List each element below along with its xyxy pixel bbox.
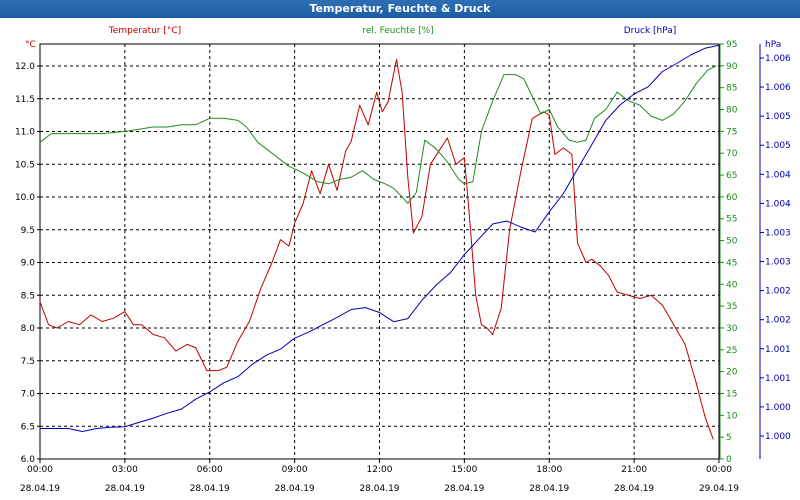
humidity-tick-label: 0	[726, 455, 732, 465]
temperature-tick-label: 9.0	[21, 259, 36, 269]
temperature-series-line	[39, 59, 714, 440]
humidity-tick-label: 35	[726, 302, 737, 312]
pressure-tick-label: 1.003	[765, 258, 791, 268]
temperature-tick-label: 7.0	[21, 390, 36, 400]
x-tick-label-time: 09:00	[282, 465, 308, 475]
humidity-tick-label: 75	[726, 127, 737, 137]
humidity-tick-label: 40	[726, 280, 738, 290]
pressure-tick-label: 1.004	[765, 199, 791, 209]
pressure-tick-label: 1.004	[765, 170, 791, 180]
x-tick-label-date: 28.04.19	[359, 484, 399, 494]
humidity-tick-label: 15	[726, 389, 737, 399]
humidity-tick-label: 95	[726, 40, 737, 50]
humidity-tick-label: 90	[726, 62, 738, 72]
pressure-tick-label: 1.000	[765, 432, 791, 442]
temperature-tick-label: 11.5	[15, 95, 35, 105]
pressure-tick-label: 1.001	[765, 374, 791, 384]
temperature-tick-label: 9.5	[21, 226, 35, 236]
humidity-tick-label: 30	[726, 324, 738, 334]
temperature-tick-label: 12.0	[15, 62, 35, 72]
humidity-tick-label: 45	[726, 258, 737, 268]
pressure-tick-label: 1.006	[765, 83, 791, 93]
pressure-tick-label: 1.003	[765, 228, 791, 238]
temperature-axis-title: Temperatur [°C]	[108, 26, 181, 36]
temperature-tick-label: 7.5	[21, 357, 35, 367]
temperature-tick-label: 6.5	[21, 422, 35, 432]
pressure-tick-label: 1.005	[765, 112, 791, 122]
x-tick-label-date: 28.04.19	[275, 484, 315, 494]
x-tick-label-time: 18:00	[536, 465, 562, 475]
chart-plot: 00:00 28.04.19 03:00 28.04.19 06:00 28.04.19 0…	[15, 26, 791, 494]
pressure-axis-title: Druck [hPa]	[624, 26, 677, 36]
x-tick-label-date: 28.04.19	[614, 484, 654, 494]
x-tick-label-date: 28.04.19	[20, 484, 60, 494]
x-tick-label-time: 12:00	[367, 465, 393, 475]
x-tick-label-time: 00:00	[27, 465, 53, 475]
temperature-unit-label: °C	[25, 40, 36, 50]
temperature-tick-label: 10.0	[15, 193, 35, 203]
humidity-tick-label: 5	[726, 433, 732, 443]
humidity-tick-label: 55	[726, 215, 737, 225]
temperature-tick-label: 10.5	[15, 160, 35, 170]
humidity-tick-label: 65	[726, 171, 737, 181]
pressure-tick-label: 1.001	[765, 345, 791, 355]
humidity-tick-label: 60	[726, 193, 738, 203]
humidity-tick-label: 80	[726, 106, 738, 116]
x-tick-label-time: 00:00	[706, 465, 732, 475]
x-tick-label-time: 15:00	[451, 465, 477, 475]
pressure-unit-label: hPa	[765, 40, 781, 50]
humidity-tick-label: 20	[726, 368, 738, 378]
x-tick-label-date: 28.04.19	[190, 484, 230, 494]
temperature-tick-label: 8.5	[21, 291, 35, 301]
x-tick-label-date: 28.04.19	[444, 484, 484, 494]
pressure-tick-label: 1.002	[765, 287, 791, 297]
pressure-tick-label: 1.000	[765, 403, 791, 413]
pressure-series-line	[40, 44, 720, 432]
pressure-tick-label: 1.006	[765, 54, 791, 64]
temperature-tick-label: 6.0	[21, 455, 36, 465]
x-tick-label-time: 03:00	[112, 465, 138, 475]
humidity-tick-label: 85	[726, 84, 737, 94]
pressure-tick-label: 1.005	[765, 141, 791, 151]
x-tick-label-time: 21:00	[621, 465, 647, 475]
temperature-tick-label: 8.0	[21, 324, 36, 334]
humidity-axis-title: rel. Feuchte [%]	[362, 26, 433, 36]
chart-title: Temperatur, Feuchte & Druck	[0, 0, 800, 18]
humidity-tick-label: 70	[726, 149, 738, 159]
humidity-series-line	[39, 65, 717, 204]
x-tick-label-time: 06:00	[197, 465, 223, 475]
x-tick-label-date: 28.04.19	[105, 484, 145, 494]
x-tick-label-date: 29.04.19	[699, 484, 739, 494]
x-tick-label-date: 28.04.19	[529, 484, 569, 494]
plot-frame	[39, 43, 720, 460]
humidity-tick-label: 50	[726, 237, 738, 247]
pressure-tick-label: 1.002	[765, 316, 791, 326]
temperature-tick-label: 11.0	[15, 128, 35, 138]
humidity-tick-label: 10	[726, 411, 738, 421]
humidity-tick-label: 25	[726, 346, 737, 356]
